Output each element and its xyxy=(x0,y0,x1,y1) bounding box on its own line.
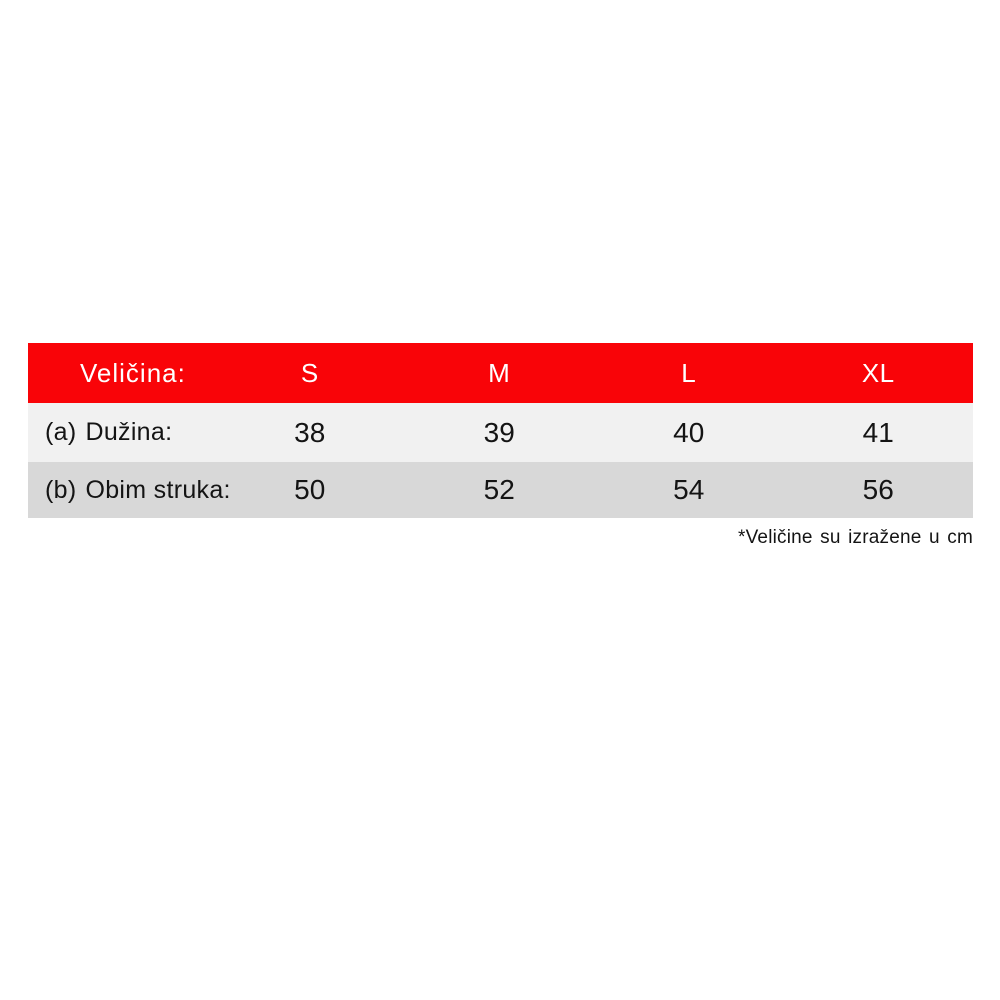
table-row-obim-struka: (b) Obim struka: 50 52 54 56 xyxy=(28,462,973,518)
table-header-row: Veličina: S M L XL xyxy=(28,343,973,403)
size-chart-table: Veličina: S M L XL (a) Dužina: 38 39 40 4… xyxy=(28,343,973,518)
value-duzina-xl: 41 xyxy=(862,416,894,448)
value-obim-l: 54 xyxy=(673,474,705,505)
header-col-s: S xyxy=(300,357,319,388)
row-label-obim-struka: (b) Obim struka: xyxy=(28,475,230,505)
row-label-text: Dužina: xyxy=(85,418,173,446)
header-label-velicina: Veličina: xyxy=(80,357,186,388)
row-prefix-a: (a) xyxy=(45,418,77,446)
footnote-container: *Veličine su izražene u cm xyxy=(28,527,973,549)
header-col-l: L xyxy=(681,357,697,388)
header-col-xl: XL xyxy=(861,357,895,388)
value-obim-m: 52 xyxy=(483,474,515,505)
row-label-duzina: (a) Dužina: xyxy=(28,418,215,447)
value-duzina-m: 39 xyxy=(483,416,515,448)
value-duzina-s: 38 xyxy=(294,416,326,448)
footnote-sizes-in-cm: *Veličine su izražene u cm xyxy=(738,527,973,548)
row-label-text: Obim struka: xyxy=(85,475,231,504)
value-obim-xl: 56 xyxy=(862,474,894,505)
value-obim-s: 50 xyxy=(294,474,326,505)
header-col-m: M xyxy=(488,357,511,388)
value-duzina-l: 40 xyxy=(673,416,705,448)
table-row-duzina: (a) Dužina: 38 39 40 41 xyxy=(28,403,973,462)
row-prefix-b: (b) xyxy=(45,475,77,504)
